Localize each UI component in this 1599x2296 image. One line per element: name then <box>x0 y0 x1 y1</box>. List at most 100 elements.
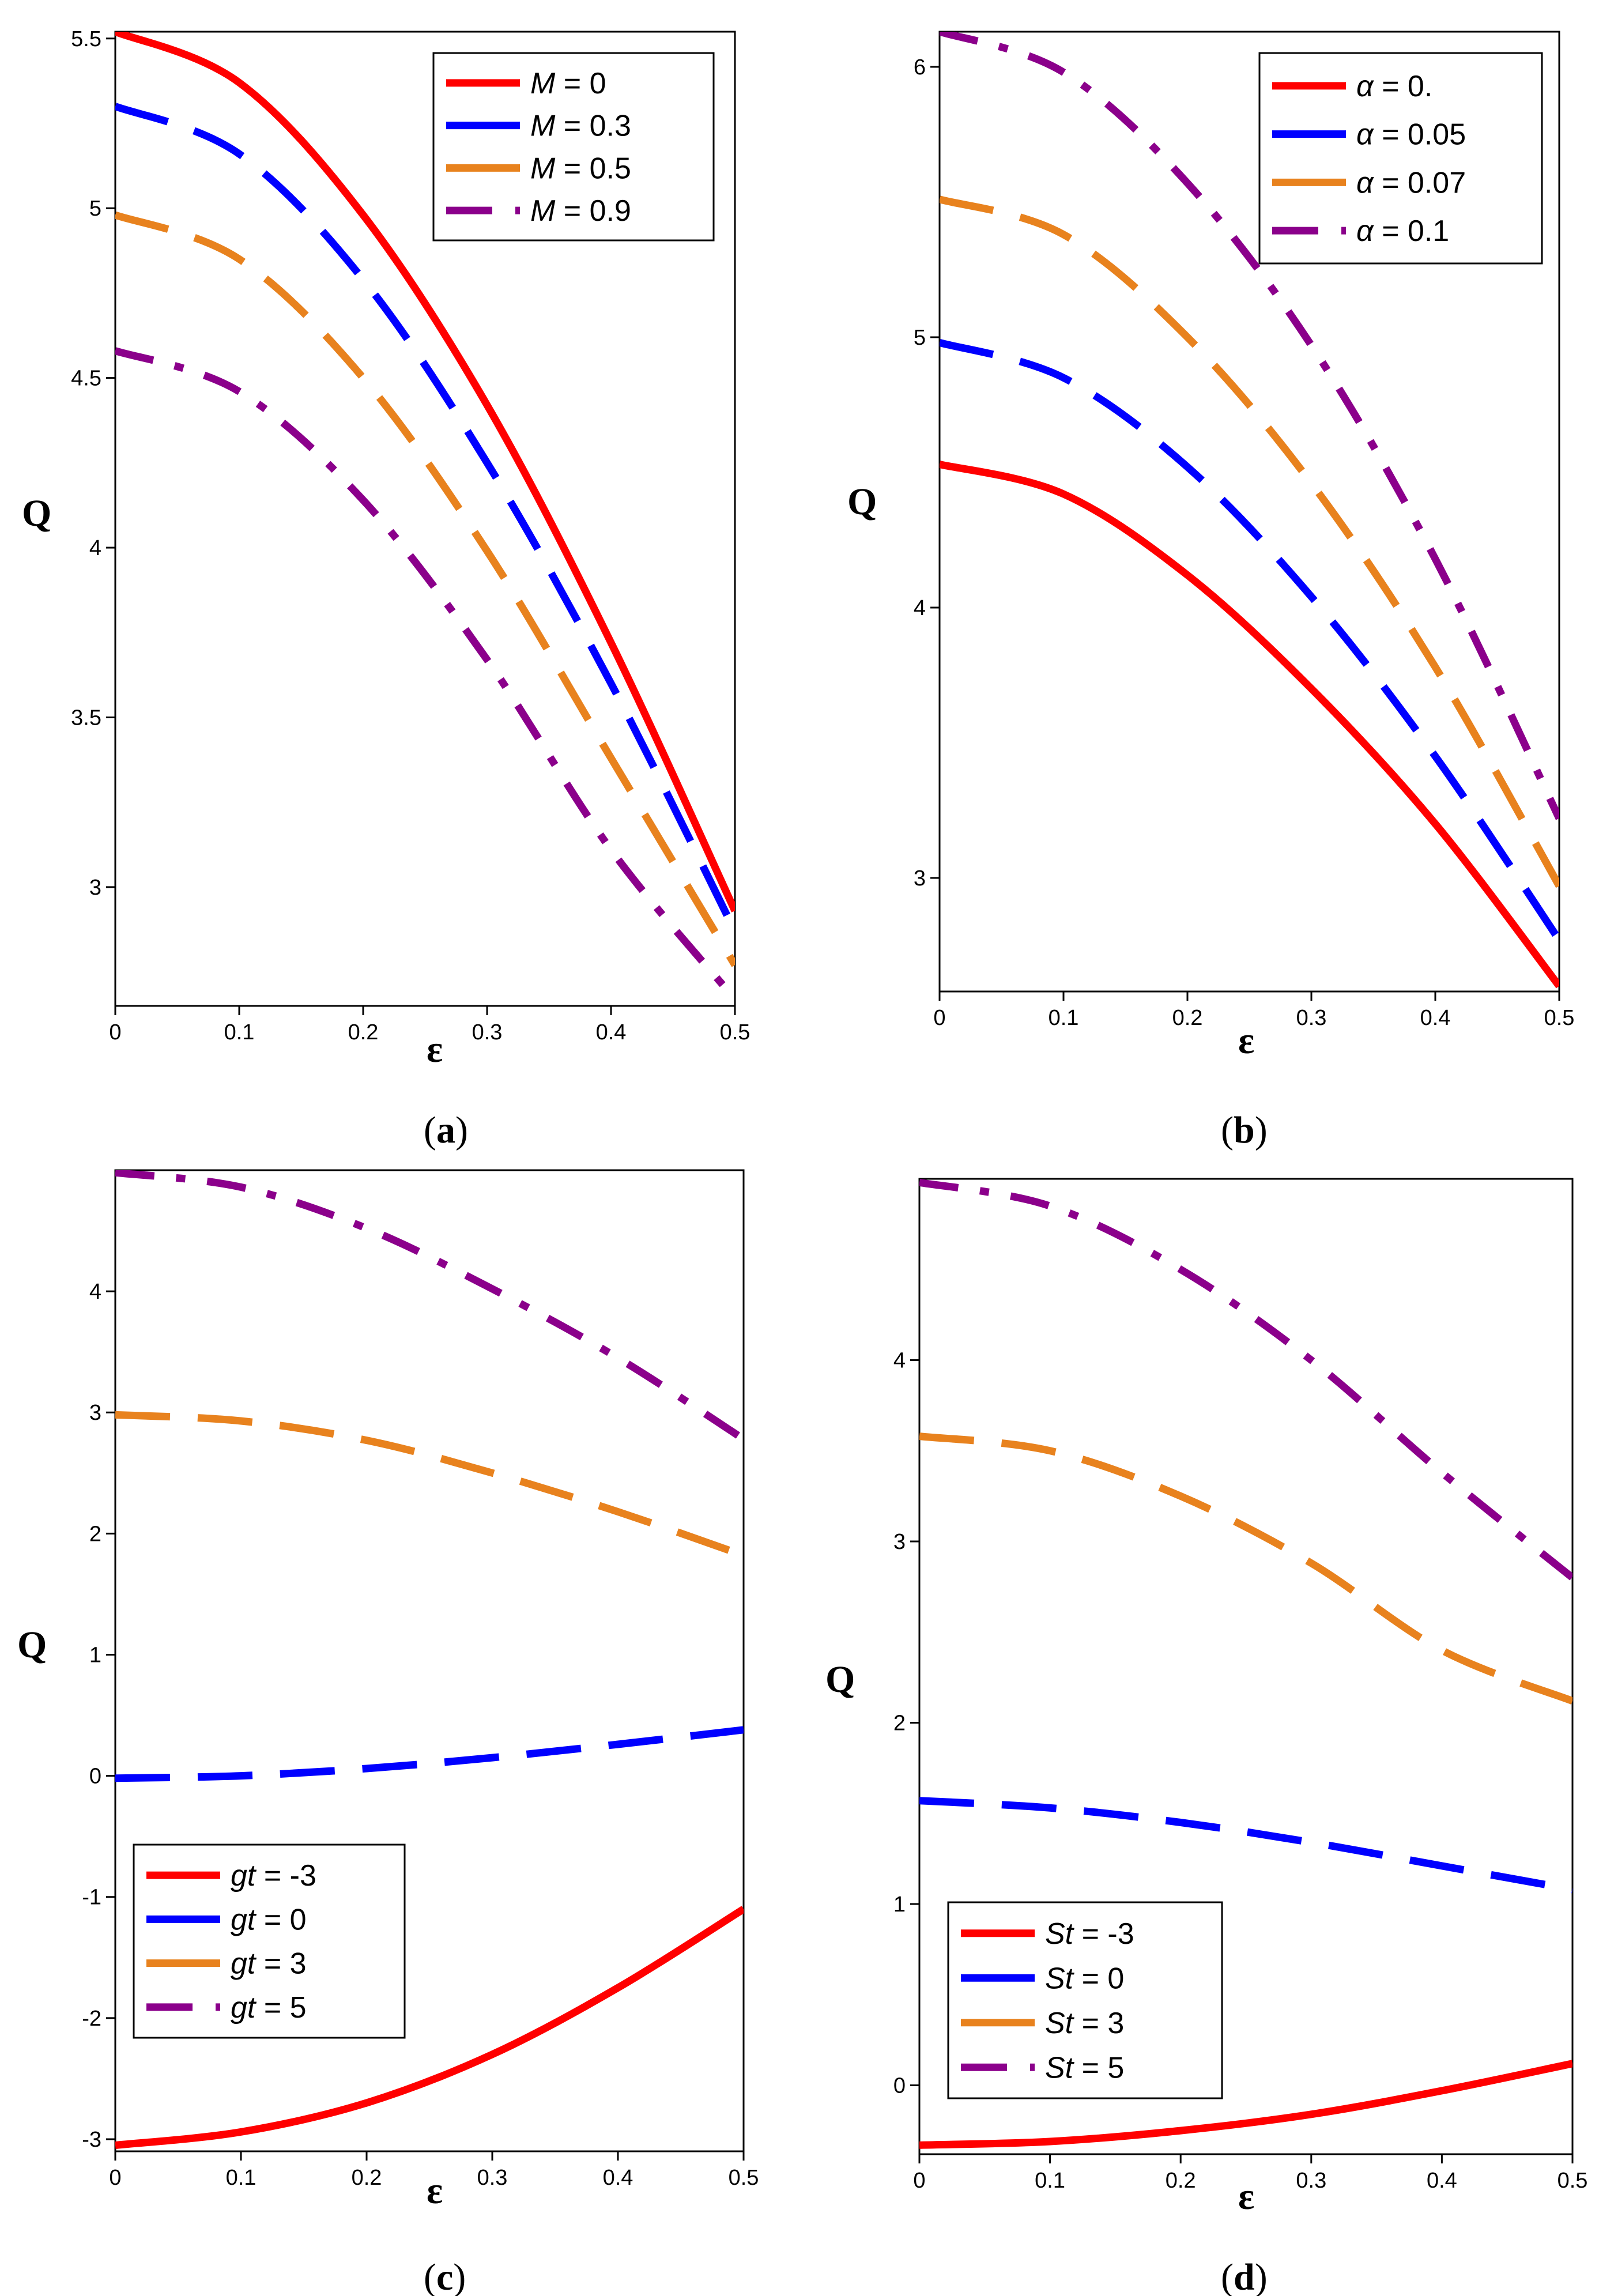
y-tick-label: 3 <box>893 1530 906 1554</box>
x-axis-label: ε <box>427 1028 443 1070</box>
x-tick-label: 0.1 <box>226 2166 257 2190</box>
y-tick-label: -3 <box>82 2128 101 2152</box>
y-tick-label: 5 <box>89 197 101 221</box>
legend-label-val: = 5 <box>255 1991 306 2024</box>
legend-label-val: = 3 <box>255 1947 306 1981</box>
x-tick-label: 0.5 <box>729 2166 759 2190</box>
legend-label-val: = 0 <box>555 67 606 100</box>
series-line-3 <box>115 1415 744 1555</box>
caption-letter: a <box>436 1109 455 1151</box>
legend-label-var: St <box>1045 2007 1075 2040</box>
y-axis-label: Q <box>847 481 877 523</box>
legend-label-var: α <box>1356 70 1374 103</box>
legend-label: α = 0.1 <box>1356 214 1449 248</box>
x-tick-label: 0.3 <box>1296 2169 1326 2193</box>
x-tick-label: 0.1 <box>1049 1006 1079 1030</box>
x-tick-label: 0.2 <box>1166 2169 1196 2193</box>
legend-label-val: = -3 <box>1073 1917 1134 1951</box>
chart-panel-c: 0 0.1 0.2 0.3 0.4 0.5-3-2-101234Qεgt = -3gt =… <box>17 1170 759 2296</box>
caption-open-paren: ( <box>1221 2256 1234 2296</box>
series-line-4 <box>115 351 735 1000</box>
legend-label: α = 0. <box>1356 70 1432 103</box>
y-tick-label: 5.5 <box>71 27 101 51</box>
y-tick-label: 4 <box>89 1280 101 1304</box>
x-tick-label: 0.2 <box>352 2166 382 2190</box>
legend-label-val: = -3 <box>255 1859 316 1892</box>
legend-label-val: = 0 <box>1073 1962 1124 1995</box>
series-line-4 <box>115 1172 744 1439</box>
caption-close-paren: ) <box>1255 2256 1268 2296</box>
series-line-3 <box>940 199 1559 886</box>
y-tick-label: 0 <box>89 1765 101 1789</box>
y-tick-label: 4 <box>893 1348 906 1373</box>
y-tick-label: 6 <box>914 55 926 80</box>
x-tick-label: 0.2 <box>348 1020 379 1045</box>
y-axis-label: Q <box>825 1658 855 1701</box>
panel-caption: (c) <box>424 2256 466 2296</box>
y-tick-label: 3.5 <box>71 706 101 730</box>
y-tick-label: 1 <box>893 1892 906 1917</box>
caption-open-paren: ( <box>1221 1109 1234 1151</box>
x-tick-label: 0.5 <box>1557 2169 1588 2193</box>
caption-close-paren: ) <box>455 1109 468 1151</box>
y-tick-label: 5 <box>914 326 926 350</box>
chart-panel-b: 0 0.1 0.2 0.3 0.4 0.53456Qεα = 0.α = 0.05α = … <box>847 32 1574 1151</box>
x-tick-label: 0 <box>933 1006 945 1030</box>
panel-caption: (a) <box>424 1109 468 1151</box>
legend-label: M = 0.5 <box>530 152 631 185</box>
legend-label: St = 3 <box>1045 2007 1124 2040</box>
legend-label-val: = 0.5 <box>555 152 631 185</box>
legend-label-val: = 0.05 <box>1374 118 1466 152</box>
x-tick-label: 0 <box>109 1020 121 1045</box>
y-tick-label: 4 <box>89 536 101 560</box>
caption-letter: b <box>1234 1109 1255 1151</box>
legend-label: gt = -3 <box>231 1859 316 1892</box>
x-axis-label: ε <box>1238 2176 1254 2218</box>
series-line-3 <box>115 215 735 965</box>
legend-label-val: = 0. <box>1374 70 1433 103</box>
legend-label-val: = 0.1 <box>1374 214 1450 248</box>
x-tick-label: 0.5 <box>1544 1006 1575 1030</box>
x-tick-label: 0.3 <box>472 1020 503 1045</box>
series-line-2 <box>115 1730 744 1778</box>
y-tick-label: 0 <box>893 2073 906 2098</box>
y-tick-label: -1 <box>82 1886 101 1910</box>
y-tick-label: 4.5 <box>71 367 101 391</box>
legend-label-var: α <box>1356 118 1374 152</box>
legend-label-val: = 0 <box>255 1903 306 1936</box>
x-axis-label: ε <box>1238 1020 1254 1062</box>
legend-label-var: gt <box>231 1903 257 1936</box>
legend-label: M = 0 <box>530 67 606 100</box>
x-tick-label: 0 <box>913 2169 925 2193</box>
legend-label-val: = 5 <box>1073 2051 1124 2084</box>
legend-label: gt = 3 <box>231 1947 307 1981</box>
legend: α = 0.α = 0.05α = 0.07α = 0.1 <box>1259 53 1542 263</box>
legend: M = 0 M = 0.3 M = 0.5 M = 0.9 <box>433 53 714 240</box>
x-tick-label: 0.2 <box>1172 1006 1203 1030</box>
legend-label-var: St <box>1045 1962 1075 1995</box>
caption-close-paren: ) <box>453 2256 466 2296</box>
y-tick-label: 4 <box>914 596 926 620</box>
y-tick-label: 3 <box>89 1401 101 1425</box>
y-tick-label: 3 <box>914 866 926 891</box>
legend-label: M = 0.9 <box>530 194 631 228</box>
legend: St = -3St = 0St = 3St = 5 <box>948 1902 1222 2098</box>
legend-label-val: = 0.9 <box>555 194 631 228</box>
series-line-3 <box>919 1437 1572 1701</box>
y-tick-label: 3 <box>89 876 101 900</box>
legend-label: St = -3 <box>1045 1917 1134 1951</box>
series-line-2 <box>919 1801 1572 1890</box>
legend-label: M = 0.3 <box>530 110 631 143</box>
x-tick-label: 0.5 <box>720 1020 751 1045</box>
panel-caption: (b) <box>1221 1109 1268 1151</box>
chart-panel-d: 0 0.1 0.2 0.3 0.4 0.501234QεSt = -3St = 0St =… <box>825 1179 1587 2296</box>
y-axis-label: Q <box>17 1624 47 1666</box>
y-axis-label: Q <box>22 492 51 534</box>
legend-label: α = 0.07 <box>1356 166 1466 199</box>
legend-label-val: = 0.07 <box>1374 166 1466 199</box>
x-tick-label: 0.1 <box>1035 2169 1065 2193</box>
series-line-4 <box>919 1182 1572 1578</box>
panel-caption: (d) <box>1221 2256 1268 2296</box>
legend-label-var: α <box>1356 214 1374 248</box>
caption-open-paren: ( <box>424 1109 436 1151</box>
